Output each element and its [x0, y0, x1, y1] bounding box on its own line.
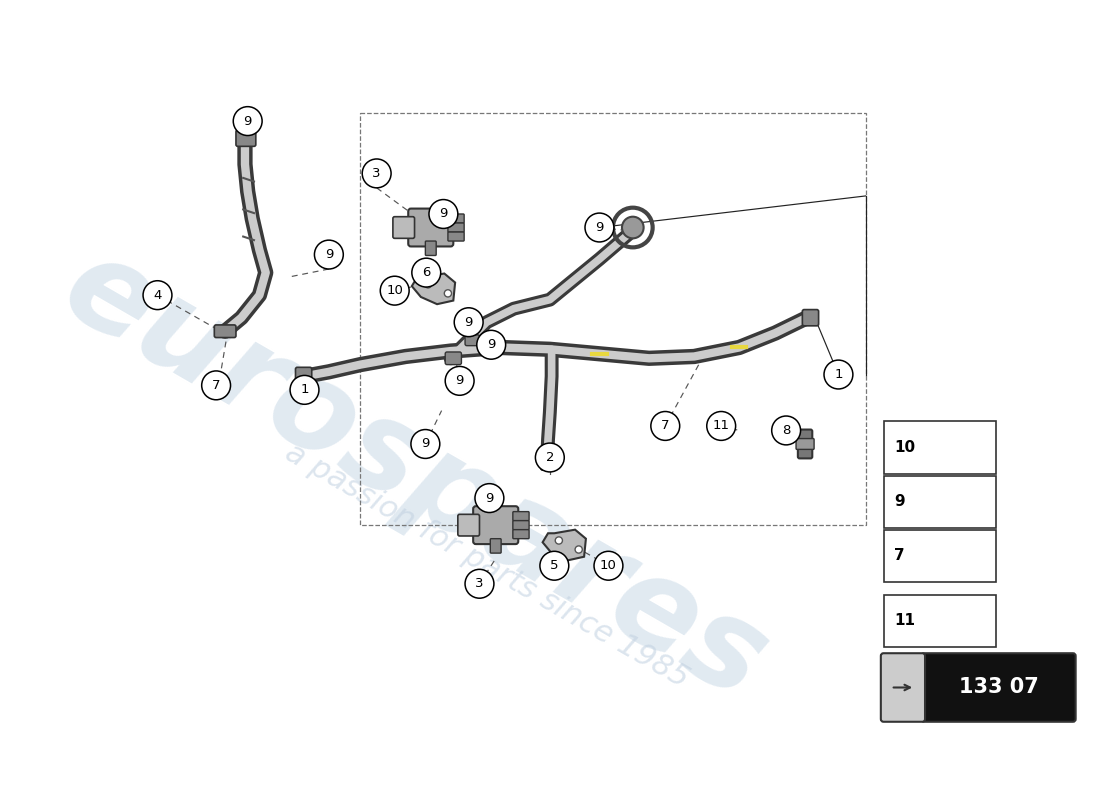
- Circle shape: [556, 537, 562, 544]
- FancyBboxPatch shape: [236, 130, 256, 146]
- Circle shape: [444, 290, 451, 297]
- Text: 7: 7: [212, 379, 220, 392]
- Text: 10: 10: [600, 559, 617, 572]
- Polygon shape: [542, 530, 586, 560]
- FancyBboxPatch shape: [448, 214, 464, 223]
- FancyBboxPatch shape: [796, 438, 814, 450]
- Text: 2: 2: [546, 451, 554, 464]
- FancyBboxPatch shape: [448, 232, 464, 241]
- Circle shape: [411, 258, 441, 287]
- Text: 11: 11: [894, 614, 915, 628]
- Circle shape: [575, 546, 582, 553]
- Text: eurospares: eurospares: [42, 226, 786, 726]
- Circle shape: [585, 213, 614, 242]
- FancyBboxPatch shape: [491, 538, 502, 553]
- Text: a passion for parts since 1985: a passion for parts since 1985: [279, 438, 694, 694]
- Circle shape: [536, 443, 564, 472]
- Text: 9: 9: [455, 374, 464, 387]
- Circle shape: [772, 416, 801, 445]
- FancyBboxPatch shape: [408, 209, 453, 246]
- FancyBboxPatch shape: [426, 241, 437, 255]
- Circle shape: [454, 308, 483, 337]
- FancyBboxPatch shape: [798, 430, 812, 458]
- Bar: [883, 594, 997, 647]
- FancyBboxPatch shape: [446, 352, 461, 365]
- FancyBboxPatch shape: [214, 325, 236, 338]
- Circle shape: [707, 411, 736, 440]
- Circle shape: [651, 411, 680, 440]
- Text: 3: 3: [373, 167, 381, 180]
- Circle shape: [362, 159, 392, 188]
- Circle shape: [381, 276, 409, 305]
- FancyBboxPatch shape: [458, 514, 480, 536]
- FancyBboxPatch shape: [513, 530, 529, 538]
- Text: 1: 1: [834, 368, 843, 381]
- Circle shape: [621, 217, 643, 238]
- Text: 7: 7: [894, 548, 905, 563]
- Circle shape: [143, 281, 172, 310]
- FancyBboxPatch shape: [513, 512, 529, 521]
- Text: 8: 8: [782, 424, 790, 437]
- Circle shape: [476, 330, 506, 359]
- FancyBboxPatch shape: [473, 506, 518, 544]
- FancyBboxPatch shape: [513, 521, 529, 530]
- FancyBboxPatch shape: [541, 458, 557, 470]
- Text: 9: 9: [324, 248, 333, 261]
- Text: 10: 10: [386, 284, 403, 297]
- FancyBboxPatch shape: [922, 654, 1076, 722]
- Circle shape: [540, 551, 569, 580]
- FancyBboxPatch shape: [881, 654, 925, 722]
- FancyBboxPatch shape: [296, 367, 311, 383]
- Circle shape: [425, 281, 431, 288]
- Text: 10: 10: [894, 440, 915, 455]
- Circle shape: [594, 551, 623, 580]
- Text: 9: 9: [595, 221, 604, 234]
- Text: 133 07: 133 07: [959, 678, 1038, 698]
- Circle shape: [446, 366, 474, 395]
- Text: 7: 7: [661, 419, 670, 433]
- Bar: [883, 422, 997, 474]
- Text: 4: 4: [153, 289, 162, 302]
- Circle shape: [824, 360, 852, 389]
- Text: 9: 9: [894, 494, 905, 509]
- FancyBboxPatch shape: [802, 310, 818, 326]
- FancyBboxPatch shape: [393, 217, 415, 238]
- Circle shape: [201, 371, 231, 400]
- Text: 9: 9: [464, 316, 473, 329]
- Text: 5: 5: [550, 559, 559, 572]
- Text: 3: 3: [475, 578, 484, 590]
- Text: 11: 11: [713, 419, 729, 433]
- Text: 9: 9: [487, 338, 495, 351]
- Polygon shape: [411, 274, 455, 304]
- Circle shape: [411, 430, 440, 458]
- Circle shape: [290, 375, 319, 404]
- Text: 9: 9: [421, 438, 430, 450]
- Circle shape: [315, 240, 343, 269]
- Text: 9: 9: [485, 491, 494, 505]
- Circle shape: [233, 106, 262, 135]
- Text: 6: 6: [422, 266, 430, 279]
- Circle shape: [429, 199, 458, 229]
- Text: 9: 9: [243, 114, 252, 127]
- Bar: [883, 475, 997, 528]
- FancyBboxPatch shape: [448, 223, 464, 232]
- Circle shape: [475, 484, 504, 513]
- Circle shape: [465, 570, 494, 598]
- Bar: [361, 113, 866, 525]
- Text: 1: 1: [300, 383, 309, 396]
- Text: 9: 9: [439, 207, 448, 221]
- Bar: [883, 530, 997, 582]
- FancyBboxPatch shape: [465, 335, 480, 346]
